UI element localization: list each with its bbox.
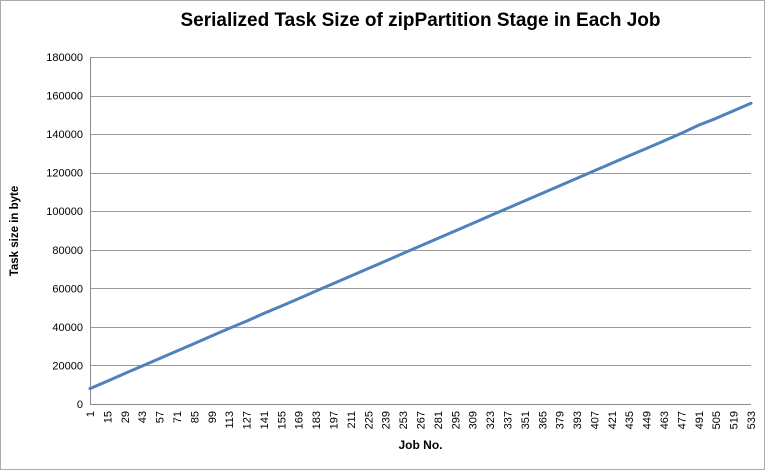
- x-axis-title: Job No.: [398, 438, 443, 452]
- x-tick-label: 1: [85, 411, 97, 417]
- x-tick-label: 337: [502, 411, 514, 429]
- x-tick-label: 323: [485, 411, 497, 429]
- y-tick-label: 120000: [46, 168, 83, 180]
- y-tick-label: 80000: [52, 245, 83, 257]
- x-tick-label: 85: [189, 411, 201, 423]
- y-tick-label: 160000: [46, 91, 83, 103]
- x-tick-label: 169: [294, 411, 306, 429]
- x-tick-label: 421: [607, 411, 619, 429]
- x-tick-label: 309: [468, 411, 480, 429]
- x-tick-label: 407: [589, 411, 601, 429]
- y-tick-label: 100000: [46, 206, 83, 218]
- x-tick-label: 505: [711, 411, 723, 429]
- series-line: [88, 101, 753, 391]
- y-tick-label: 40000: [52, 322, 83, 334]
- y-tick-label: 180000: [46, 52, 83, 64]
- y-tick-label: 0: [77, 399, 83, 411]
- x-tick-label: 281: [433, 411, 445, 429]
- y-tick-label: 60000: [52, 283, 83, 295]
- x-tick-label: 267: [416, 411, 428, 429]
- x-tick-label: 197: [329, 411, 341, 429]
- x-tick-label: 393: [572, 411, 584, 429]
- x-tick-label: 477: [676, 411, 688, 429]
- x-tick-label: 57: [155, 411, 167, 423]
- x-tick-label: 43: [137, 411, 149, 423]
- x-tick-label: 239: [381, 411, 393, 429]
- x-tick-label: 435: [624, 411, 636, 429]
- x-tick-label: 211: [346, 411, 358, 429]
- x-tick-label: 127: [242, 411, 254, 429]
- chart-title: Serialized Task Size of zipPartition Sta…: [180, 10, 661, 31]
- x-tick-label: 29: [120, 411, 132, 423]
- x-tick-label: 15: [102, 411, 114, 423]
- y-tick-label: 140000: [46, 129, 83, 141]
- x-tick-label: 351: [520, 411, 532, 429]
- x-tick-label: 463: [659, 411, 671, 429]
- x-tick-label: 183: [311, 411, 323, 429]
- x-tick-label: 519: [729, 411, 741, 429]
- x-tick-label: 99: [207, 411, 219, 423]
- x-tick-label: 155: [276, 411, 288, 429]
- x-tick-label: 141: [259, 411, 271, 429]
- x-tick-label: 253: [398, 411, 410, 429]
- x-tick-label: 365: [537, 411, 549, 429]
- x-tick-label: 491: [694, 411, 706, 429]
- y-tick-label: 20000: [52, 360, 83, 372]
- x-tick-label: 71: [172, 411, 184, 423]
- x-tick-label: 295: [450, 411, 462, 429]
- x-tick-label: 225: [363, 411, 375, 429]
- x-tick-label: 379: [555, 411, 567, 429]
- x-tick-label: 533: [746, 411, 758, 429]
- x-tick-label: 449: [642, 411, 654, 429]
- x-tick-label: 113: [224, 411, 236, 429]
